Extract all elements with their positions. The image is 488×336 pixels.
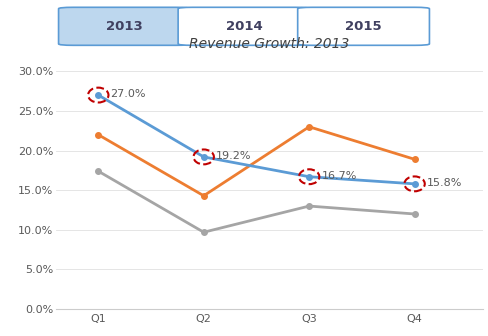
- FancyBboxPatch shape: [59, 7, 190, 45]
- Text: 15.8%: 15.8%: [427, 178, 462, 188]
- Text: 19.2%: 19.2%: [216, 151, 251, 161]
- FancyBboxPatch shape: [298, 7, 429, 45]
- Text: 2013: 2013: [106, 20, 143, 33]
- Text: 27.0%: 27.0%: [110, 89, 146, 99]
- Title: Revenue Growth: 2013: Revenue Growth: 2013: [189, 38, 350, 51]
- Text: 2014: 2014: [225, 20, 263, 33]
- Text: 16.7%: 16.7%: [322, 171, 357, 181]
- Text: 2015: 2015: [345, 20, 382, 33]
- FancyBboxPatch shape: [178, 7, 310, 45]
